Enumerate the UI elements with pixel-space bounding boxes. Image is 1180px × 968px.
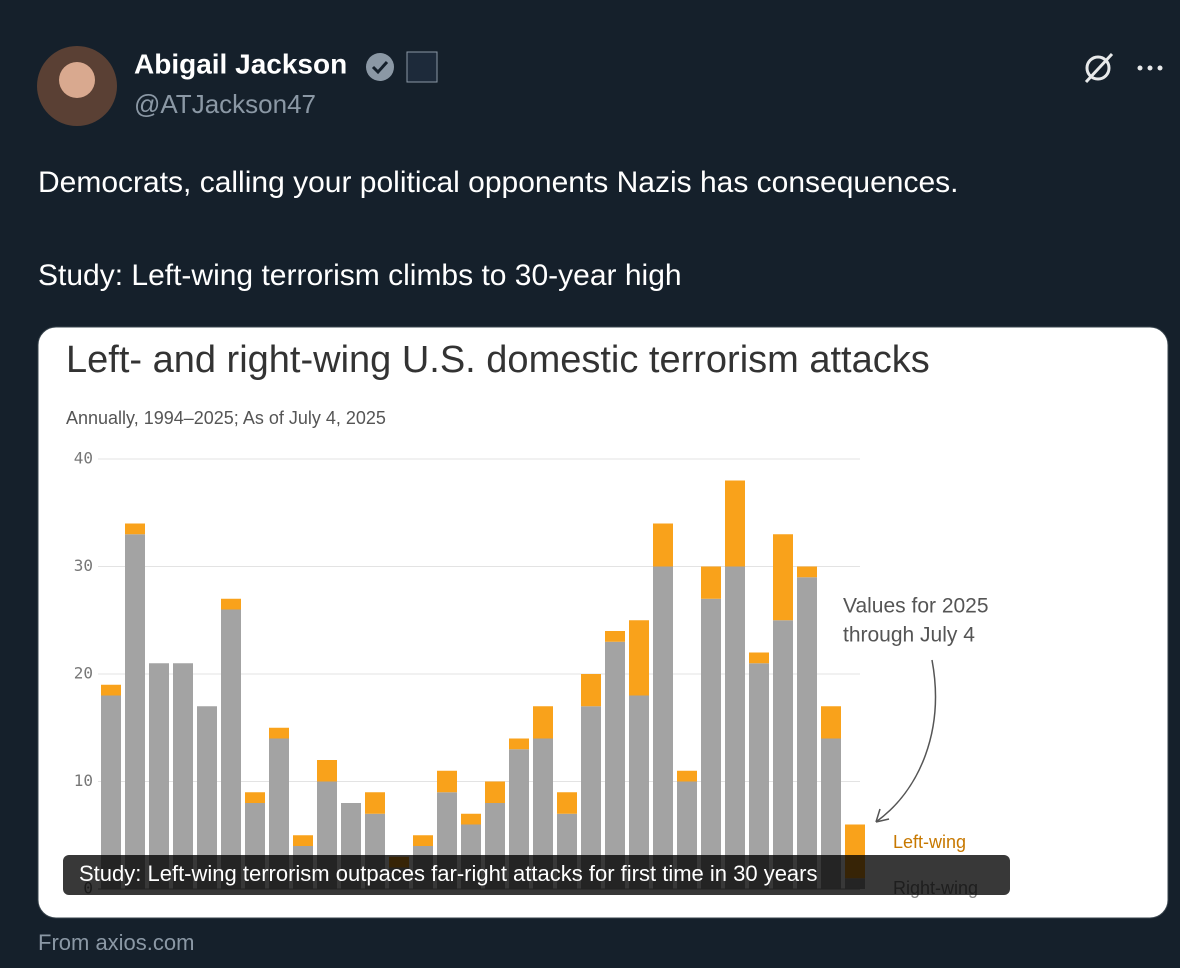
annotation: Values for 2025 — [843, 595, 989, 618]
bar-segment — [725, 480, 745, 567]
bar-segment — [629, 695, 649, 889]
card-source[interactable]: From axios.com — [38, 930, 194, 955]
bar-segment — [749, 652, 769, 664]
bar-segment — [605, 631, 625, 642]
bar-segment — [413, 835, 433, 846]
bar-segment — [821, 738, 841, 889]
bar-segment — [701, 566, 721, 599]
author-handle[interactable]: @ATJackson47 — [134, 89, 316, 119]
bar-segment — [197, 706, 217, 889]
annotation: through July 4 — [843, 624, 975, 647]
bar-segment — [797, 577, 817, 889]
bar-segment — [653, 523, 673, 567]
bar-segment — [509, 749, 529, 889]
bar-segment — [125, 534, 145, 889]
bar-segment — [365, 792, 385, 814]
bar-segment — [773, 534, 793, 621]
bar-segment — [821, 706, 841, 739]
more-icon[interactable] — [1137, 65, 1163, 71]
bar-segment — [485, 781, 505, 803]
bar-segment — [245, 792, 265, 803]
bar-segment — [797, 566, 817, 578]
bar-segment — [317, 760, 337, 782]
bar-segment — [437, 770, 457, 793]
bar-segment — [221, 609, 241, 889]
bar-segment — [701, 598, 721, 889]
bar-segment — [461, 813, 481, 825]
bar-segment — [173, 663, 193, 889]
y-tick-label: 20 — [74, 664, 93, 683]
affiliation-badge — [406, 51, 438, 83]
bar-segment — [557, 792, 577, 814]
verified-badge — [366, 53, 394, 81]
plot: 010203040Right-wingLeft-wing — [74, 449, 978, 898]
grok-icon[interactable] — [1085, 55, 1111, 81]
tweet-text: Democrats, calling your political oppone… — [38, 166, 959, 199]
bar-segment — [725, 566, 745, 889]
bar-segment — [677, 770, 697, 782]
bar-segment — [749, 663, 769, 889]
bar-segment — [605, 641, 625, 889]
bar-segment — [629, 620, 649, 696]
tweet-text: Study: Left-wing terrorism climbs to 30-… — [38, 259, 682, 292]
bar-segment — [533, 738, 553, 889]
bar-segment — [149, 663, 169, 889]
bar-segment — [101, 695, 121, 889]
caption-box — [63, 855, 1010, 895]
y-tick-label: 40 — [74, 449, 93, 468]
bar-segment — [533, 706, 553, 739]
bar-segment — [269, 738, 289, 889]
y-tick-label: 10 — [74, 771, 93, 790]
bar-segment — [125, 523, 145, 535]
card-caption: Study: Left-wing terrorism outpaces far-… — [79, 861, 818, 886]
bar-segment — [581, 706, 601, 889]
author-name[interactable]: Abigail Jackson — [134, 48, 347, 79]
bar-segment — [581, 674, 601, 707]
bar-segment — [653, 566, 673, 889]
legend-label: Left-wing — [893, 832, 966, 852]
bar-segment — [101, 684, 121, 696]
bar-segment — [509, 738, 529, 750]
bar-segment — [221, 598, 241, 610]
bar-segment — [293, 835, 313, 846]
annotation-arrow — [875, 659, 937, 823]
grok-icon-slash — [1084, 52, 1114, 84]
y-tick-label: 30 — [74, 556, 93, 575]
bar-segment — [269, 727, 289, 739]
verified-check — [371, 60, 389, 75]
bar-segment — [773, 620, 793, 889]
chart-title: Left- and right-wing U.S. domestic terro… — [66, 339, 930, 381]
chart-subtitle: Annually, 1994–2025; As of July 4, 2025 — [66, 408, 386, 428]
avatar-face — [59, 62, 95, 98]
